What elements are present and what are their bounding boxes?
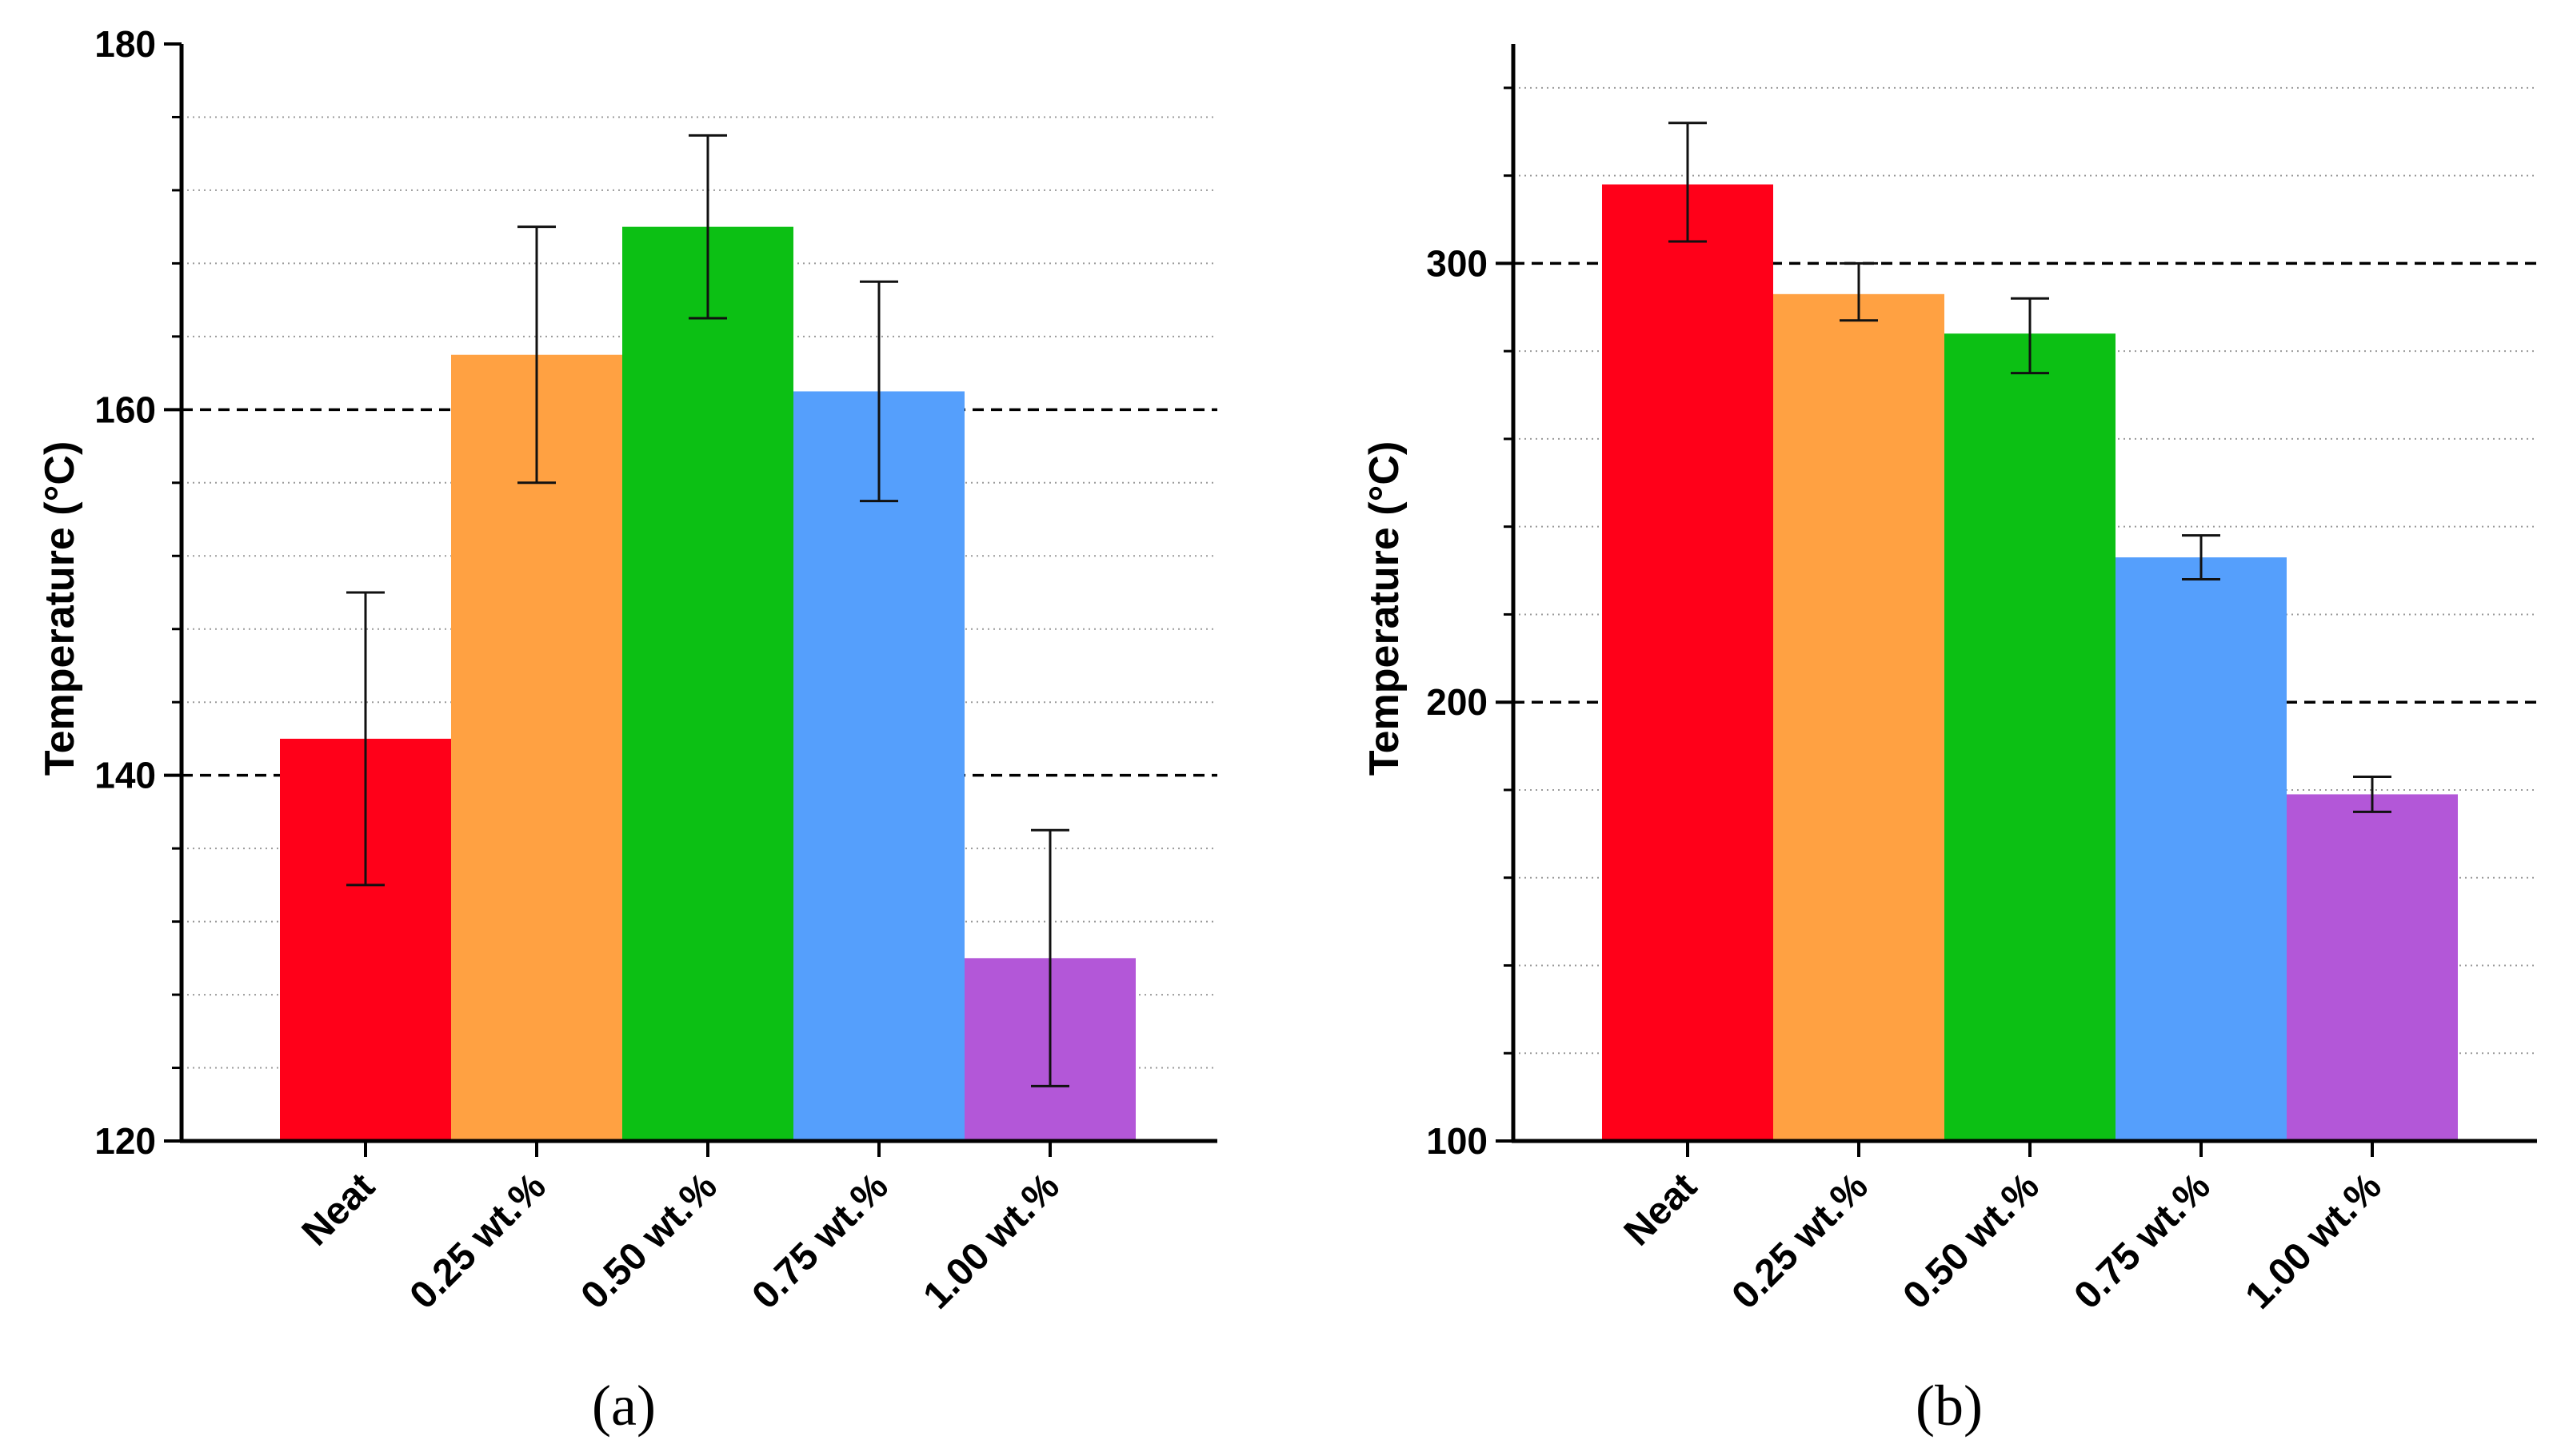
- y-tick-label: 200: [1426, 681, 1488, 723]
- category-label: 0.50 wt.%: [573, 1165, 725, 1317]
- y-tick-label: 140: [94, 755, 156, 796]
- category-label: 0.50 wt.%: [1896, 1165, 2048, 1317]
- panel-a-chart: 120 140 160 180 Neat 0.25 wt.% 0.50 wt.% 0.75 w…: [37, 23, 1217, 1438]
- bar-2: [451, 354, 622, 1141]
- bar-4: [793, 391, 965, 1141]
- category-label: Neat: [294, 1165, 383, 1254]
- bar-5: [2287, 794, 2458, 1141]
- panel-b-chart: 100 200 300 Neat 0.25 wt.% 0.50 wt.% 0.75 wt.%…: [1361, 44, 2537, 1438]
- bar-2: [1773, 293, 1944, 1141]
- bar-3: [622, 226, 793, 1142]
- y-axis-title: Temperature (°C): [37, 441, 83, 776]
- panel-label: (a): [592, 1374, 656, 1438]
- y-tick-label: 180: [94, 23, 156, 65]
- y-tick-label: 100: [1426, 1120, 1488, 1162]
- category-label: 0.25 wt.%: [1724, 1165, 1876, 1317]
- category-label: 0.75 wt.%: [2067, 1165, 2219, 1317]
- panel-label: (b): [1916, 1374, 1983, 1438]
- bar-3: [1944, 333, 2116, 1141]
- category-label: 0.25 wt.%: [402, 1165, 554, 1317]
- y-tick-label: 120: [94, 1120, 156, 1162]
- category-label: 0.75 wt.%: [745, 1165, 897, 1317]
- y-axis-title: Temperature (°C): [1361, 441, 1408, 776]
- bar-1: [1602, 184, 1773, 1142]
- bar-4: [2116, 557, 2287, 1141]
- category-label: 1.00 wt.%: [916, 1165, 1068, 1317]
- y-tick-label: 300: [1426, 242, 1488, 284]
- y-tick-label: 160: [94, 389, 156, 430]
- category-label: 1.00 wt.%: [2238, 1165, 2390, 1317]
- category-label: Neat: [1616, 1165, 1705, 1254]
